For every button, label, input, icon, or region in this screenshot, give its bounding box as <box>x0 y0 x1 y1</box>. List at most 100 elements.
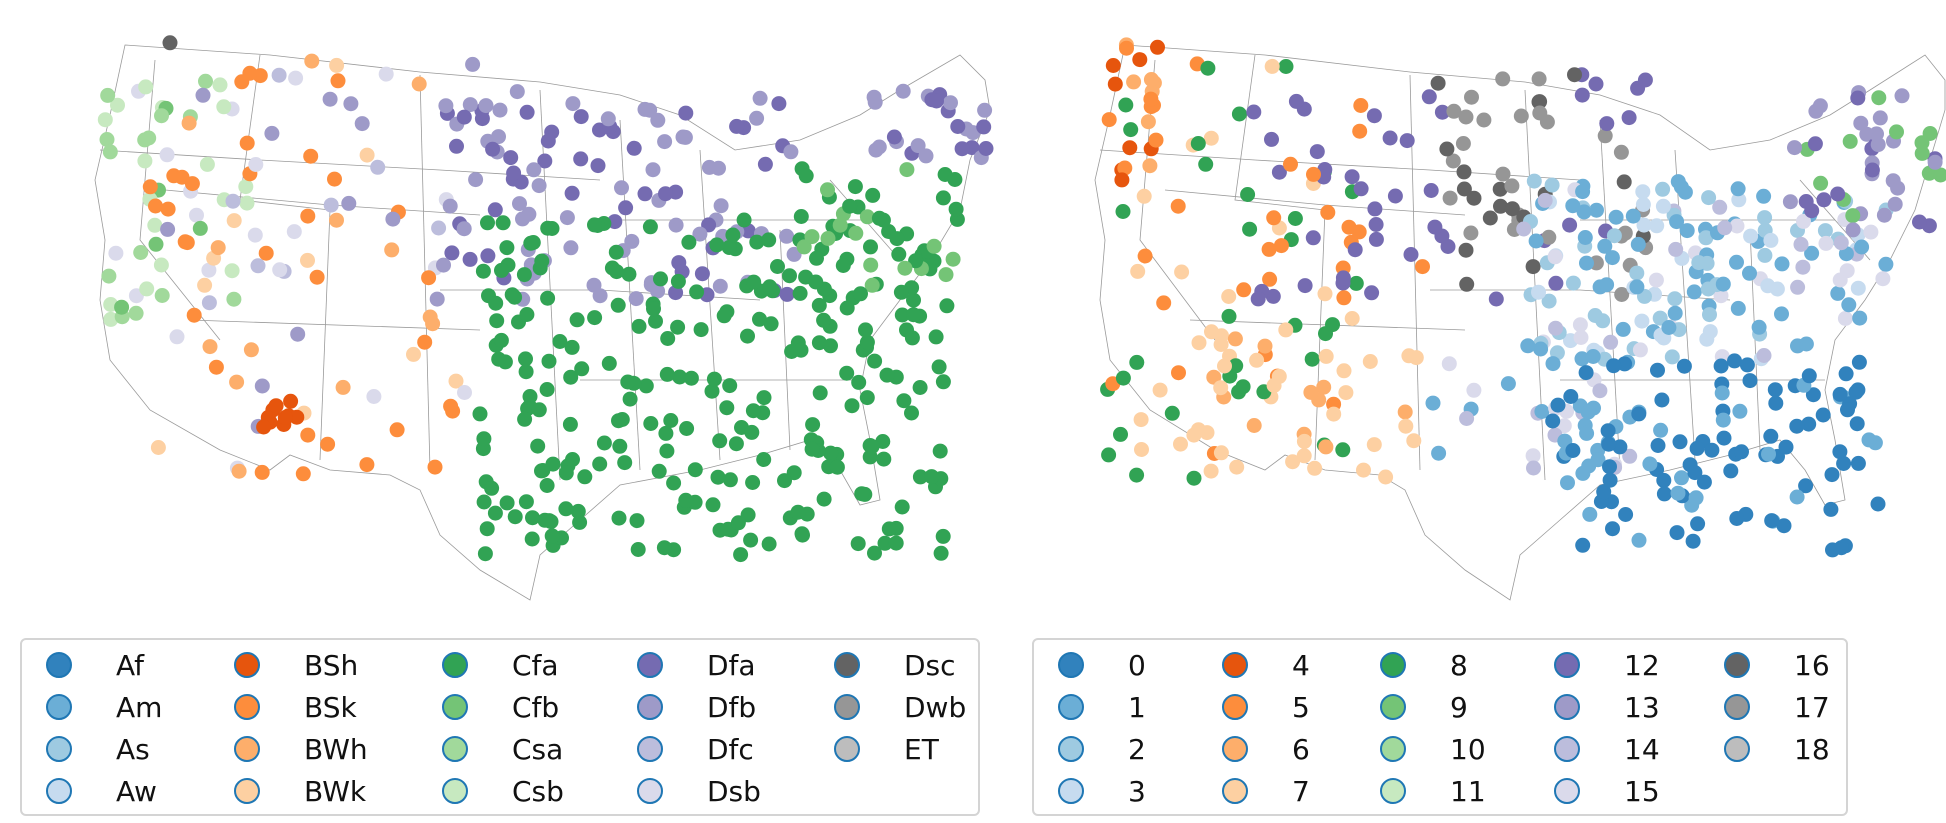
station-marker <box>752 90 768 106</box>
station-marker <box>743 532 759 548</box>
station-marker <box>492 102 508 118</box>
legend-label: 13 <box>1624 690 1660 724</box>
station-marker <box>1574 351 1590 367</box>
station-marker <box>1264 131 1279 147</box>
station-marker <box>1854 239 1870 255</box>
station-marker <box>1818 235 1834 251</box>
station-marker <box>1576 204 1592 220</box>
station-marker <box>783 144 799 160</box>
station-marker <box>1599 277 1615 293</box>
station-marker <box>621 266 637 282</box>
station-marker <box>1845 208 1861 224</box>
station-marker <box>468 172 484 188</box>
station-marker <box>851 374 867 390</box>
station-marker <box>1676 358 1692 374</box>
station-marker <box>1636 217 1652 233</box>
station-marker <box>108 245 124 261</box>
station-marker <box>1782 194 1798 210</box>
station-marker <box>359 147 375 163</box>
station-marker <box>935 528 951 544</box>
station-marker <box>1528 233 1544 249</box>
legend-label: Dfb <box>707 690 757 724</box>
station-marker <box>1674 470 1689 486</box>
station-marker <box>1650 438 1666 453</box>
station-marker <box>1362 354 1378 369</box>
station-marker <box>637 101 653 117</box>
station-marker <box>1352 123 1368 139</box>
station-marker <box>859 390 875 406</box>
station-marker <box>1604 250 1620 266</box>
station-marker <box>1442 190 1458 206</box>
station-marker <box>761 536 777 552</box>
station-marker <box>1174 264 1190 280</box>
station-marker <box>1221 289 1237 304</box>
station-marker <box>881 521 897 537</box>
station-marker <box>932 443 948 459</box>
station-marker <box>642 219 658 235</box>
station-marker <box>1541 293 1557 309</box>
station-marker <box>798 168 814 184</box>
station-marker <box>1702 307 1717 323</box>
station-marker <box>1137 248 1153 264</box>
station-marker <box>329 57 345 73</box>
station-marker <box>472 406 488 422</box>
station-marker <box>601 355 617 371</box>
station-marker <box>457 385 472 400</box>
legend-label: BSh <box>304 648 359 682</box>
station-marker <box>99 132 115 147</box>
station-marker <box>1922 126 1938 141</box>
station-marker <box>842 198 858 214</box>
station-marker <box>516 267 532 283</box>
state-line <box>539 89 561 481</box>
station-marker <box>443 398 459 414</box>
station-marker <box>406 346 421 362</box>
station-marker <box>1889 124 1904 140</box>
legend-swatch <box>442 736 468 762</box>
station-marker <box>1235 379 1251 395</box>
station-marker <box>268 398 284 414</box>
station-marker <box>1669 214 1685 230</box>
station-marker <box>611 413 626 429</box>
station-marker <box>659 443 675 459</box>
legend-swatch <box>1724 694 1750 720</box>
station-marker <box>231 463 247 479</box>
station-marker <box>192 220 208 236</box>
station-marker <box>1504 178 1520 194</box>
station-marker <box>1204 324 1219 340</box>
station-marker <box>1833 235 1849 251</box>
legend-swatch <box>834 652 860 678</box>
station-marker <box>1727 353 1742 369</box>
station-marker <box>608 244 624 260</box>
station-marker <box>1590 452 1606 468</box>
station-marker <box>863 239 878 255</box>
station-marker <box>744 424 760 440</box>
station-marker <box>630 542 646 557</box>
station-marker <box>683 370 699 386</box>
station-marker <box>1213 337 1229 352</box>
station-marker <box>1702 324 1718 340</box>
station-marker <box>1548 320 1564 336</box>
station-marker <box>1887 196 1903 212</box>
station-marker <box>201 295 217 311</box>
station-marker <box>499 495 515 511</box>
station-marker <box>1101 112 1117 128</box>
station-marker <box>198 73 213 89</box>
legend-label: Csb <box>512 774 564 808</box>
station-marker <box>879 367 895 383</box>
legend-swatch <box>1380 736 1406 762</box>
station-marker <box>1228 358 1244 374</box>
station-marker <box>1629 265 1645 281</box>
station-marker <box>752 311 767 327</box>
station-marker <box>573 109 589 125</box>
station-marker <box>1504 201 1520 217</box>
station-marker <box>234 74 250 90</box>
station-marker <box>1431 445 1447 461</box>
legend-entry: As <box>46 728 150 770</box>
station-marker <box>721 240 737 255</box>
station-marker <box>1309 144 1325 160</box>
legend-entry: BWk <box>234 770 366 812</box>
station-marker <box>1927 154 1943 170</box>
legend-label: Dfa <box>707 648 756 682</box>
station-marker <box>740 328 755 344</box>
station-marker <box>1739 357 1755 373</box>
